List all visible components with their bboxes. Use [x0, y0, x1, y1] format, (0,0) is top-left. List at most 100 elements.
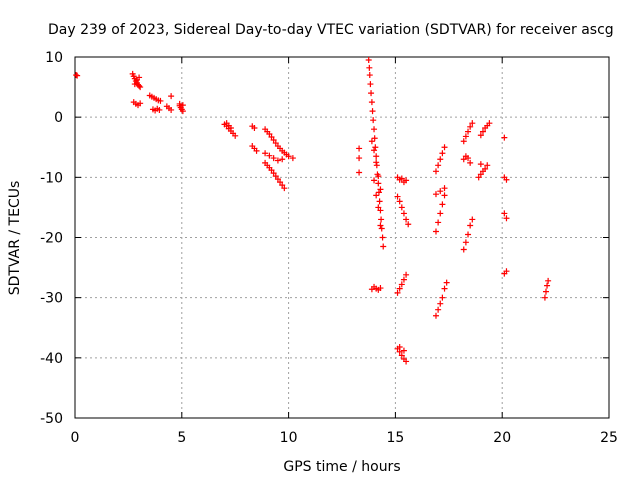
- data-point: [477, 171, 484, 178]
- x-tick-label: 0: [71, 430, 80, 446]
- data-point: [376, 198, 383, 205]
- data-point: [266, 152, 273, 159]
- data-point: [396, 198, 403, 205]
- data-point: [176, 100, 183, 107]
- data-point: [168, 106, 175, 113]
- data-point: [403, 216, 410, 223]
- data-point: [501, 210, 508, 217]
- data-point: [400, 210, 407, 217]
- data-point: [437, 156, 444, 163]
- data-point: [398, 204, 405, 211]
- data-point: [403, 177, 410, 184]
- data-point: [356, 155, 363, 162]
- x-tick-label: 5: [177, 430, 186, 446]
- data-point: [137, 84, 144, 91]
- data-point: [373, 159, 380, 166]
- data-point: [157, 97, 164, 104]
- data-point: [403, 271, 410, 278]
- ticks-layer: 0 5 10 15 20 25 10 0 -10 -20 -30 -40 -50: [40, 50, 618, 446]
- data-point: [274, 157, 281, 164]
- data-point: [462, 133, 469, 140]
- data-point: [74, 72, 81, 79]
- data-point: [503, 268, 510, 275]
- data-point: [274, 176, 281, 183]
- plot-frame: [74, 56, 610, 419]
- data-point: [432, 168, 439, 175]
- y-tick-label: -50: [40, 411, 63, 427]
- x-axis-label: GPS time / hours: [283, 459, 400, 475]
- data-point: [477, 132, 484, 139]
- data-point: [375, 173, 382, 180]
- data-point: [467, 123, 474, 130]
- data-point: [270, 155, 277, 162]
- data-point: [542, 288, 549, 295]
- data-point: [398, 352, 405, 359]
- data-point: [465, 128, 472, 135]
- y-tick-label: -40: [40, 351, 63, 367]
- data-point: [268, 134, 275, 141]
- data-point: [475, 174, 482, 181]
- data-point: [368, 90, 375, 97]
- data-point: [168, 93, 175, 100]
- y-tick-label: -10: [40, 170, 63, 186]
- data-point: [367, 81, 374, 88]
- data-point: [435, 162, 442, 169]
- data-point: [467, 222, 474, 229]
- data-point: [368, 138, 375, 145]
- data-point: [467, 159, 474, 166]
- data-point: [270, 170, 277, 177]
- data-point: [400, 347, 407, 354]
- x-tick-label: 25: [600, 430, 618, 446]
- data-point: [375, 189, 382, 196]
- data-points: [73, 57, 552, 365]
- data-point: [377, 222, 384, 229]
- data-point: [403, 358, 410, 365]
- data-point: [460, 246, 467, 253]
- data-point: [441, 285, 448, 292]
- y-tick-label: -20: [40, 231, 63, 247]
- data-point: [232, 132, 239, 139]
- data-point: [136, 74, 143, 81]
- data-point: [375, 204, 382, 211]
- data-point: [365, 57, 372, 64]
- data-point: [396, 285, 403, 292]
- data-point: [373, 153, 380, 160]
- data-point: [439, 294, 446, 301]
- data-point: [131, 81, 138, 88]
- data-point: [380, 243, 387, 250]
- data-point: [368, 99, 375, 106]
- data-point: [437, 188, 444, 195]
- data-point: [279, 182, 286, 189]
- data-point: [437, 300, 444, 307]
- data-point: [462, 239, 469, 246]
- data-point: [136, 82, 143, 89]
- data-point: [285, 153, 292, 160]
- data-point: [503, 176, 510, 183]
- data-point: [369, 108, 376, 115]
- y-axis-label: SDTVAR / TECUs: [7, 181, 23, 296]
- data-point: [541, 294, 548, 301]
- data-point: [482, 165, 489, 172]
- data-point: [484, 162, 491, 169]
- data-point: [435, 219, 442, 226]
- data-point: [270, 137, 277, 144]
- data-point: [378, 216, 385, 223]
- data-point: [137, 100, 144, 107]
- data-point: [378, 225, 385, 232]
- x-tick-label: 15: [386, 430, 404, 446]
- data-point: [432, 228, 439, 235]
- data-point: [375, 180, 382, 187]
- data-point: [432, 191, 439, 198]
- data-point: [394, 289, 401, 296]
- y-tick-label: 0: [54, 110, 63, 126]
- data-point: [469, 120, 476, 127]
- data-point: [479, 128, 486, 135]
- data-point: [501, 134, 508, 141]
- data-point: [545, 277, 552, 284]
- data-point: [279, 156, 286, 163]
- data-point: [439, 150, 446, 157]
- data-point: [371, 126, 378, 133]
- data-point: [366, 64, 373, 71]
- data-point: [396, 344, 403, 351]
